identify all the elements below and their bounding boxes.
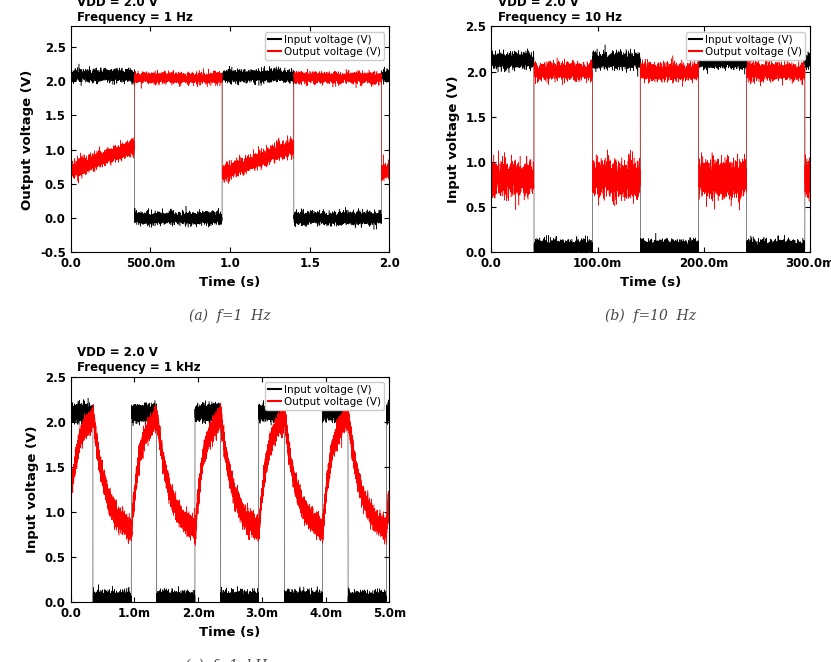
Input voltage (V) [740, 70, 750, 78]
Input voltage (V) [268, 75, 278, 83]
Input voltage (V) [352, 592, 361, 600]
Legend: Input voltage (V), Output voltage (V): Input voltage (V), Output voltage (V) [265, 32, 384, 60]
Output voltage (V) [66, 498, 76, 506]
Input voltage (V) [723, 48, 733, 56]
Input voltage (V) [66, 406, 76, 414]
Line: Output voltage (V): Output voltage (V) [71, 69, 390, 183]
Output voltage (V) [190, 542, 200, 549]
Output voltage (V) [486, 180, 496, 188]
Input voltage (V) [384, 414, 394, 422]
Output voltage (V) [735, 206, 745, 214]
Input voltage (V) [302, 216, 312, 224]
Output voltage (V) [254, 156, 264, 164]
Output voltage (V) [723, 178, 733, 186]
Output voltage (V) [209, 427, 219, 435]
Output voltage (V) [199, 65, 209, 73]
Output voltage (V) [66, 167, 76, 175]
Input voltage (V) [181, 209, 191, 216]
Output voltage (V) [675, 69, 685, 77]
Output voltage (V) [216, 399, 226, 407]
Input voltage (V) [83, 394, 93, 402]
Output voltage (V) [269, 433, 279, 441]
Input voltage (V) [66, 70, 76, 78]
Y-axis label: Output voltage (V): Output voltage (V) [22, 70, 34, 210]
Input voltage (V) [81, 71, 91, 79]
Input voltage (V) [342, 404, 352, 412]
Output voltage (V) [81, 158, 91, 166]
Output voltage (V) [342, 416, 352, 424]
Text: (a)  f=1  Hz: (a) f=1 Hz [189, 308, 271, 323]
Input voltage (V) [319, 220, 329, 228]
Input voltage (V) [805, 55, 815, 63]
Y-axis label: Input voltage (V): Input voltage (V) [447, 75, 460, 203]
Legend: Input voltage (V), Output voltage (V): Input voltage (V), Output voltage (V) [686, 32, 805, 60]
X-axis label: Time (s): Time (s) [199, 276, 261, 289]
Input voltage (V) [254, 71, 264, 79]
Output voltage (V) [668, 52, 678, 60]
Output voltage (V) [224, 179, 234, 187]
Line: Input voltage (V): Input voltage (V) [71, 398, 390, 617]
Output voltage (V) [384, 496, 394, 504]
Output voltage (V) [689, 66, 699, 73]
Input voltage (V) [385, 66, 395, 73]
Input voltage (V) [74, 60, 84, 68]
Y-axis label: Input voltage (V): Input voltage (V) [27, 426, 39, 553]
Output voltage (V) [319, 76, 329, 84]
Line: Output voltage (V): Output voltage (V) [71, 403, 390, 545]
Line: Input voltage (V): Input voltage (V) [71, 64, 390, 230]
Input voltage (V) [269, 406, 279, 414]
Input voltage (V) [313, 613, 323, 621]
Line: Input voltage (V): Input voltage (V) [491, 45, 810, 263]
Output voltage (V) [503, 160, 513, 167]
Input voltage (V) [745, 259, 755, 267]
Input voltage (V) [602, 58, 612, 66]
Text: (c)  f=1  kHz: (c) f=1 kHz [185, 659, 275, 662]
Input voltage (V) [503, 53, 513, 61]
Text: VDD = 2.0 V
Frequency = 10 Hz: VDD = 2.0 V Frequency = 10 Hz [498, 0, 622, 24]
Output voltage (V) [268, 151, 278, 159]
Input voltage (V) [486, 53, 496, 61]
Text: (b)  f=10  Hz: (b) f=10 Hz [605, 308, 696, 323]
Output voltage (V) [352, 477, 361, 485]
Input voltage (V) [369, 226, 379, 234]
Output voltage (V) [805, 168, 815, 176]
Text: VDD = 2.0 V
Frequency = 1 Hz: VDD = 2.0 V Frequency = 1 Hz [77, 0, 193, 24]
Input voltage (V) [385, 417, 395, 425]
Input voltage (V) [380, 589, 390, 596]
Output voltage (V) [302, 76, 312, 84]
Input voltage (V) [209, 402, 219, 410]
Output voltage (V) [602, 182, 612, 190]
X-axis label: Time (s): Time (s) [199, 626, 261, 639]
Line: Output voltage (V): Output voltage (V) [491, 56, 810, 210]
Output voltage (V) [385, 164, 395, 172]
Output voltage (V) [181, 78, 191, 86]
Text: VDD = 2.0 V
Frequency = 1 kHz: VDD = 2.0 V Frequency = 1 kHz [77, 346, 200, 374]
Input voltage (V) [689, 244, 699, 252]
Legend: Input voltage (V), Output voltage (V): Input voltage (V), Output voltage (V) [265, 382, 384, 410]
Output voltage (V) [380, 528, 390, 536]
X-axis label: Time (s): Time (s) [620, 276, 681, 289]
Input voltage (V) [600, 41, 610, 49]
Input voltage (V) [675, 240, 685, 248]
Output voltage (V) [740, 180, 750, 188]
Output voltage (V) [385, 496, 395, 504]
